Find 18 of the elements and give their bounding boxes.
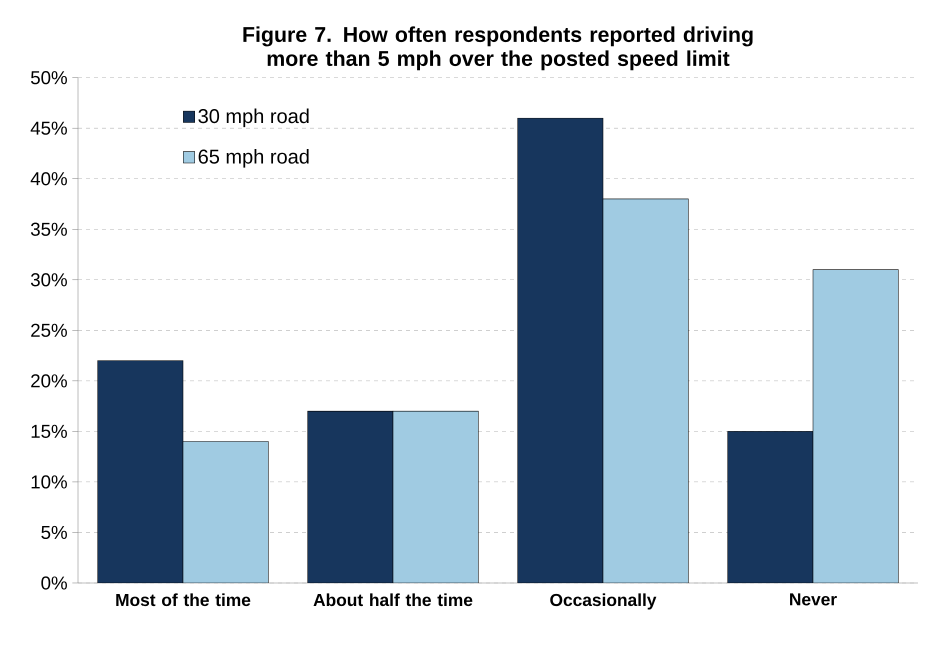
x-tick-label: Never [790, 593, 837, 606]
x-tick-label: About half the time [314, 593, 472, 606]
y-tick-label: 50% [30, 71, 67, 84]
x-tick-label: Occasionally [550, 593, 656, 610]
y-tick-label: 0% [41, 576, 67, 590]
y-tick-label: 25% [31, 324, 67, 337]
y-tick-label: 35% [30, 222, 67, 236]
y-tick-label: 40% [30, 172, 67, 186]
y-tick-label: 15% [32, 424, 67, 438]
legend-label: 65 mph road [198, 149, 309, 168]
y-tick-label: 10% [32, 475, 67, 489]
y-tick-label: 45% [30, 122, 67, 135]
chart-title: Figure 7. How often respondents reported driving more than 5 mph over the posted speed limit [243, 26, 753, 70]
x-tick-label: Most of the time [116, 593, 250, 606]
y-tick-label: 5% [41, 526, 67, 540]
y-tick-label: 30% [30, 273, 67, 286]
y-tick-label: 20% [31, 374, 67, 388]
legend-label: 30 mph road [198, 108, 309, 128]
